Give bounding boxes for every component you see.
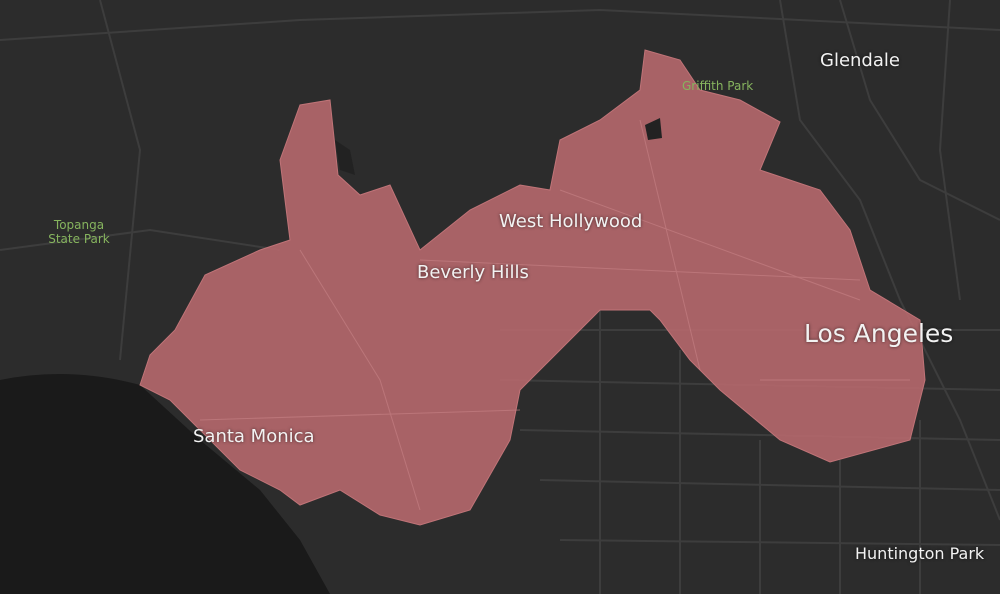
park-label: Griffith Park (682, 79, 754, 93)
region (139, 49, 926, 526)
city-label: West Hollywood (499, 211, 643, 232)
city-label: Los Angeles (804, 319, 954, 348)
reservoir (335, 140, 355, 175)
reservoir (645, 118, 662, 140)
city-label: Huntington Park (855, 544, 985, 563)
city-label: Beverly Hills (417, 262, 529, 283)
ocean (0, 374, 330, 594)
city-label: Santa Monica (193, 426, 315, 447)
region-streets (199, 119, 910, 511)
city-label: Glendale (820, 50, 900, 71)
park-label: Topanga State Park (48, 218, 110, 246)
